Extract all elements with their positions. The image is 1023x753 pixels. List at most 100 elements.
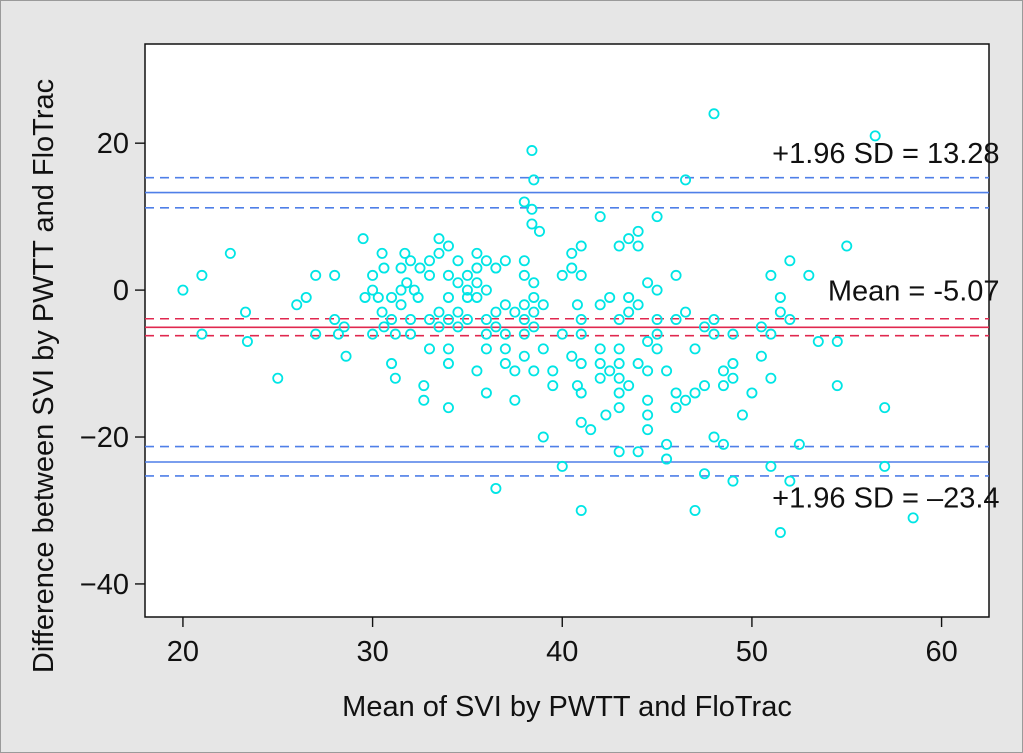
data-point bbox=[661, 438, 673, 450]
data-point bbox=[291, 299, 303, 311]
data-point bbox=[518, 299, 530, 311]
data-point bbox=[329, 269, 341, 281]
data-point bbox=[812, 336, 824, 348]
data-point bbox=[566, 262, 578, 274]
data-point bbox=[461, 269, 473, 281]
x-tick-label: 40 bbox=[546, 636, 578, 668]
data-point bbox=[600, 409, 612, 421]
data-point bbox=[727, 328, 739, 340]
data-point bbox=[831, 380, 843, 392]
data-point bbox=[613, 372, 625, 384]
data-point bbox=[509, 306, 521, 318]
data-point bbox=[765, 328, 777, 340]
data-point bbox=[518, 350, 530, 362]
data-point bbox=[423, 269, 435, 281]
data-point bbox=[537, 343, 549, 355]
data-point bbox=[594, 211, 606, 223]
data-point bbox=[224, 247, 236, 259]
data-point bbox=[518, 313, 530, 325]
data-point bbox=[533, 225, 545, 237]
data-point bbox=[642, 365, 654, 377]
data-point bbox=[793, 438, 805, 450]
data-point bbox=[386, 358, 398, 370]
annotation-label: +1.96 SD = 13.28 bbox=[772, 138, 999, 170]
data-point bbox=[727, 358, 739, 370]
y-tick-label: −40 bbox=[80, 569, 129, 601]
data-point bbox=[528, 291, 540, 303]
data-point bbox=[338, 321, 350, 333]
data-point bbox=[537, 431, 549, 443]
data-point bbox=[765, 269, 777, 281]
y-axis-label: Difference between SVI by PWTT and FloTr… bbox=[28, 79, 60, 673]
data-point bbox=[708, 328, 720, 340]
data-point bbox=[632, 225, 644, 237]
x-axis-label: Mean of SVI by PWTT and FloTrac bbox=[342, 691, 792, 723]
data-point bbox=[803, 269, 815, 281]
data-point bbox=[651, 313, 663, 325]
data-point bbox=[329, 313, 341, 325]
data-point bbox=[689, 343, 701, 355]
data-point bbox=[241, 336, 253, 348]
data-point bbox=[556, 460, 568, 472]
data-point bbox=[575, 416, 587, 428]
data-point bbox=[594, 358, 606, 370]
data-point bbox=[480, 255, 492, 267]
data-point bbox=[499, 358, 511, 370]
data-point bbox=[461, 284, 473, 296]
x-tick-label: 60 bbox=[925, 636, 957, 668]
x-tick-label: 30 bbox=[356, 636, 388, 668]
data-point bbox=[774, 306, 786, 318]
data-point bbox=[613, 446, 625, 458]
data-point bbox=[418, 394, 430, 406]
data-point bbox=[604, 291, 616, 303]
data-point bbox=[727, 372, 739, 384]
data-point bbox=[509, 365, 521, 377]
data-point bbox=[490, 321, 502, 333]
data-point bbox=[708, 108, 720, 120]
data-point bbox=[528, 365, 540, 377]
data-point bbox=[689, 504, 701, 516]
data-point bbox=[480, 313, 492, 325]
data-point bbox=[613, 343, 625, 355]
data-point bbox=[452, 321, 464, 333]
data-point bbox=[367, 284, 379, 296]
data-point bbox=[774, 291, 786, 303]
data-point bbox=[680, 394, 692, 406]
data-point bbox=[471, 262, 483, 274]
data-point bbox=[661, 365, 673, 377]
data-point bbox=[452, 255, 464, 267]
data-point bbox=[594, 372, 606, 384]
y-tick-label: 20 bbox=[97, 128, 129, 160]
data-points bbox=[177, 108, 919, 539]
data-point bbox=[471, 247, 483, 259]
data-point bbox=[623, 380, 635, 392]
data-point bbox=[395, 262, 407, 274]
data-point bbox=[661, 453, 673, 465]
data-point bbox=[423, 343, 435, 355]
data-point bbox=[642, 409, 654, 421]
data-point bbox=[461, 313, 473, 325]
data-point bbox=[575, 240, 587, 252]
data-point bbox=[526, 203, 538, 215]
data-point bbox=[528, 277, 540, 289]
data-point bbox=[490, 482, 502, 494]
data-point bbox=[613, 402, 625, 414]
data-point bbox=[433, 306, 445, 318]
data-point bbox=[452, 277, 464, 289]
data-point bbox=[386, 313, 398, 325]
data-point bbox=[528, 174, 540, 186]
data-point bbox=[240, 306, 252, 318]
y-tick-label: 0 bbox=[113, 275, 129, 307]
data-point bbox=[310, 269, 322, 281]
data-point bbox=[680, 174, 692, 186]
data-point bbox=[623, 291, 635, 303]
data-point bbox=[670, 269, 682, 281]
data-point bbox=[717, 438, 729, 450]
data-point bbox=[613, 387, 625, 399]
data-point bbox=[632, 446, 644, 458]
data-point bbox=[367, 269, 379, 281]
data-point bbox=[575, 387, 587, 399]
data-point bbox=[480, 284, 492, 296]
data-point bbox=[528, 306, 540, 318]
data-point bbox=[395, 284, 407, 296]
